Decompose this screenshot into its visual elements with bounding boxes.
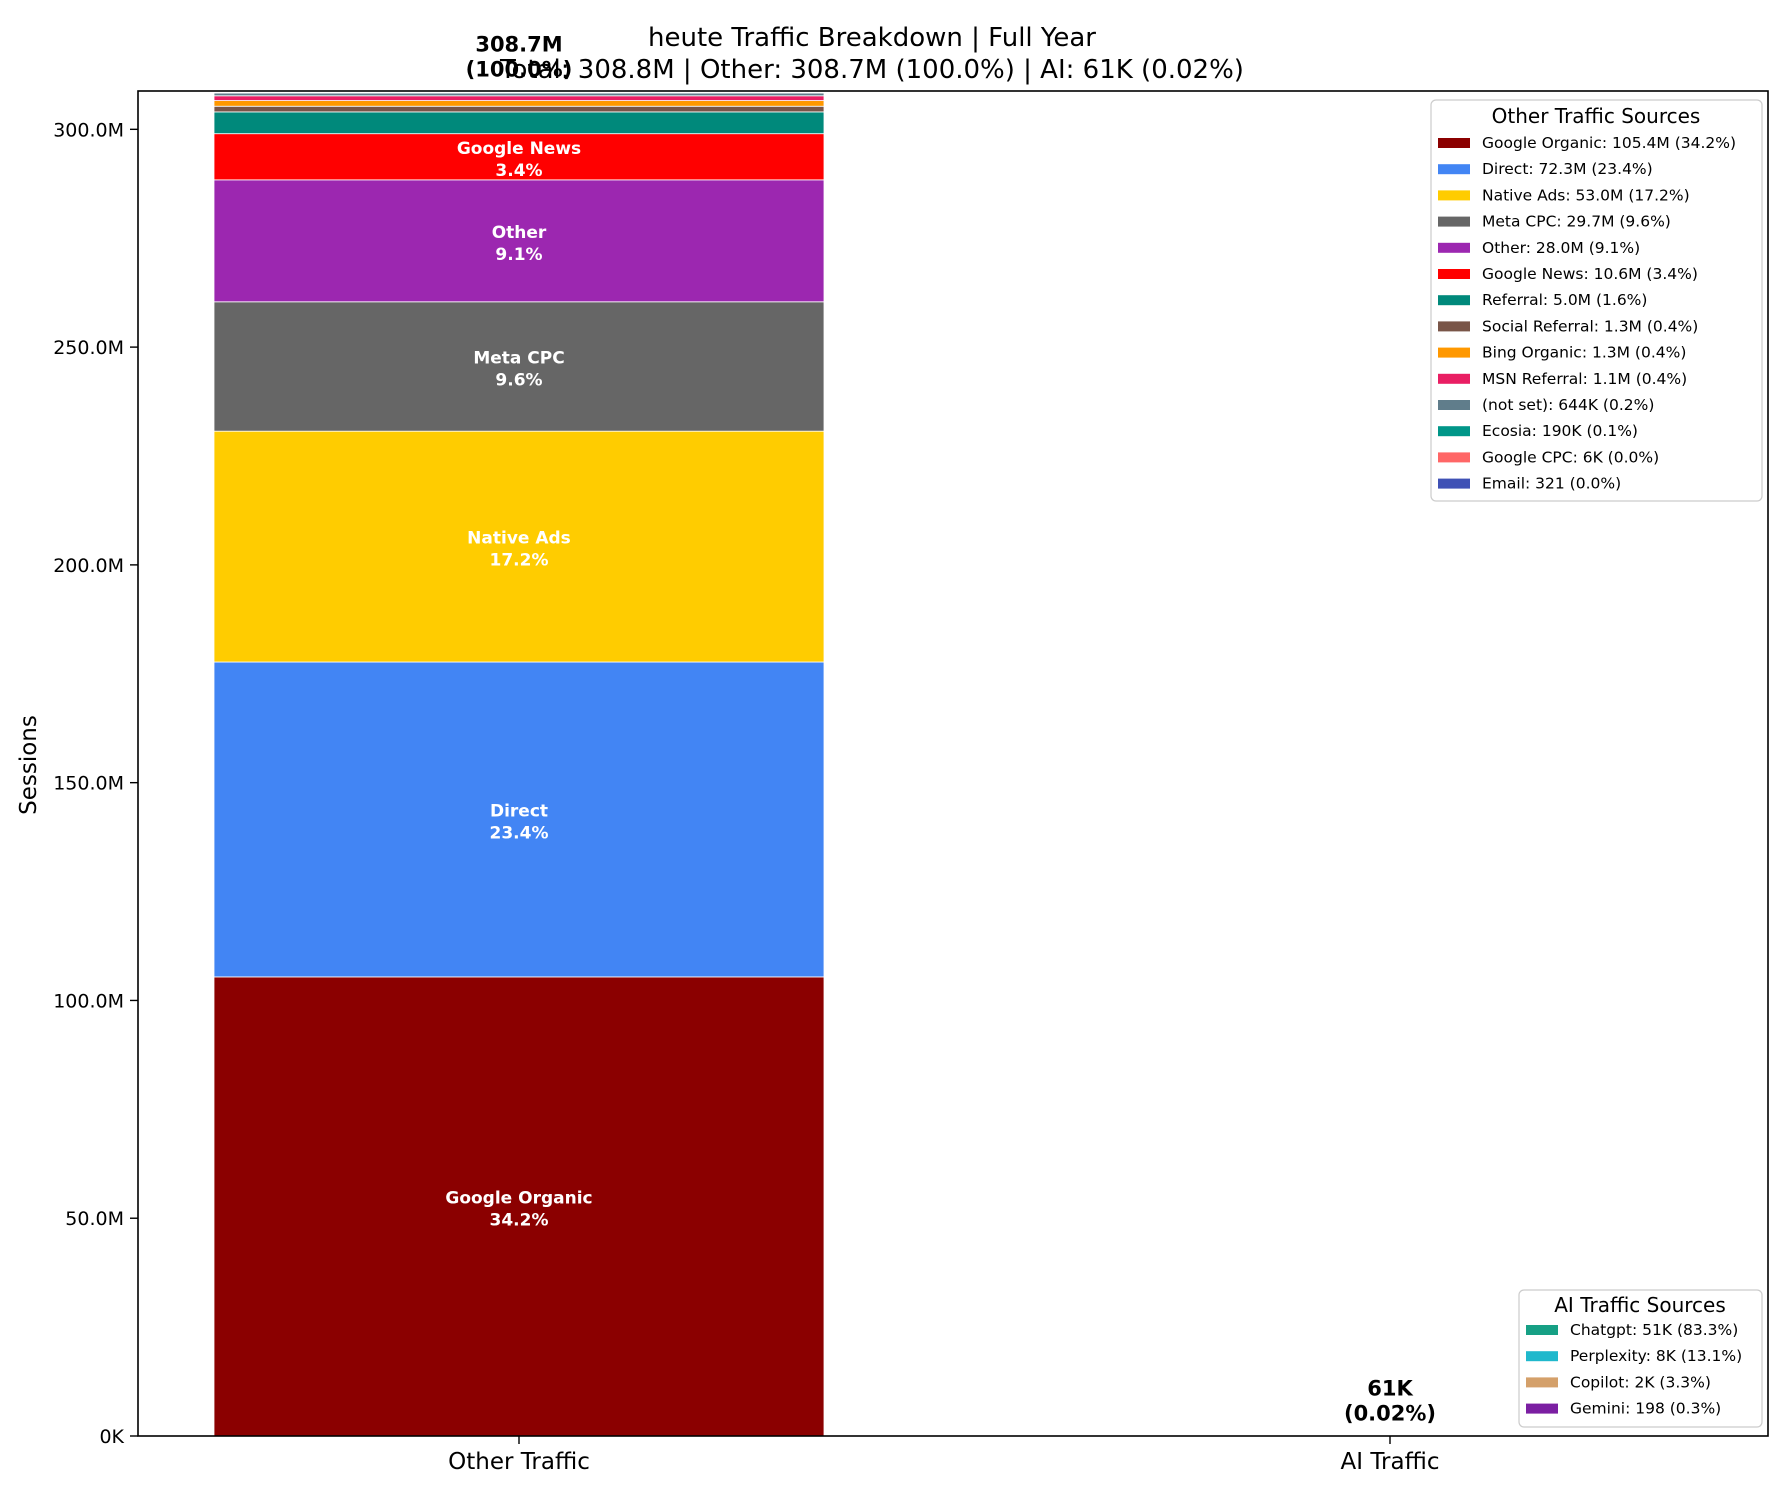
bar-segment-referral [213, 111, 825, 135]
legend-entry-not-set: (not set): 644K (0.2%) [1482, 396, 1654, 414]
legend-swatch-copilot [1526, 1377, 1558, 1388]
legend-entry-direct: Direct: 72.3M (23.4%) [1482, 160, 1653, 178]
legend-entry-gemini: Gemini: 198 (0.3%) [1570, 1400, 1721, 1418]
plot-frame [137, 90, 1769, 1437]
legend-swatch-google-organic [1438, 138, 1470, 148]
bar-label-other: Other [492, 223, 547, 243]
legend-swatch-bing-organic [1438, 347, 1470, 358]
bar-segment-msn-referral [213, 95, 825, 101]
legend-swatch-other [1438, 242, 1470, 253]
legend-entry-social-referral: Social Referral: 1.3M (0.4%) [1482, 317, 1698, 335]
legend-entry-google-organic: Google Organic: 105.4M (34.2%) [1482, 134, 1736, 152]
bar-total-share: (100.0%) [466, 57, 573, 81]
bar-pct-other: 9.1% [495, 245, 542, 265]
legend-swatch-meta-cpc [1438, 216, 1470, 227]
y-tick-label: 0K [99, 1426, 124, 1448]
legend-swatch-google-news [1438, 269, 1470, 279]
legend-entry-native-ads: Native Ads: 53.0M (17.2%) [1482, 186, 1690, 204]
bar-segment-google-organic [213, 976, 825, 1437]
legend-entry-referral: Referral: 5.0M (1.6%) [1482, 291, 1647, 309]
y-tick-label: 300.0M [53, 119, 124, 141]
legend-ai-title: AI Traffic Sources [1554, 1293, 1726, 1317]
y-tick-label: 200.0M [53, 555, 124, 577]
legend-entry-copilot: Copilot: 2K (3.3%) [1570, 1373, 1711, 1391]
bar-pct-google-organic: 34.2% [490, 1210, 549, 1230]
x-axis: Other Traffic AI Traffic [448, 1436, 1439, 1475]
y-tick-label: 250.0M [53, 337, 124, 359]
bar-segment-google-news [213, 133, 825, 181]
bar-label-direct: Direct [490, 801, 548, 821]
legend-entry-msn-referral: MSN Referral: 1.1M (0.4%) [1482, 370, 1687, 388]
legend-swatch-gemini [1526, 1403, 1558, 1414]
x-tick-label-ai-traffic: AI Traffic [1341, 1449, 1440, 1475]
bar-segment-social-referral [213, 105, 825, 113]
y-tick-label: 150.0M [53, 773, 124, 795]
legend-ai-sources: AI Traffic Sources Chatgpt: 51K (83.3%) P… [1518, 1289, 1763, 1428]
legend-entry-perplexity: Perplexity: 8K (13.1%) [1570, 1347, 1742, 1365]
legend-swatch-msn-referral [1438, 373, 1470, 384]
y-axis-label: Sessions [16, 715, 42, 815]
bar-pct-google-news: 3.4% [495, 161, 542, 181]
chart-title-line2: Total: 308.8M | Other: 308.7M (100.0%) |… [499, 55, 1244, 85]
legend-swatch-google-cpc [1438, 452, 1470, 463]
bar-segment-other [213, 179, 825, 303]
bar-segment-bing-organic [213, 100, 825, 107]
bar-segment-direct [213, 661, 825, 978]
legend-entry-google-cpc: Google CPC: 6K (0.0%) [1482, 448, 1659, 466]
x-tick-label-other-traffic: Other Traffic [448, 1449, 590, 1475]
chart-title-line1: heute Traffic Breakdown | Full Year [648, 23, 1096, 53]
bar-segment-meta-cpc [213, 301, 825, 432]
legend-entry-other: Other: 28.0M (9.1%) [1482, 239, 1640, 257]
legend-other-title: Other Traffic Sources [1492, 104, 1701, 128]
y-tick-label: 100.0M [53, 990, 124, 1012]
legend-swatch-chatgpt [1526, 1325, 1558, 1335]
legend-swatch-email [1438, 478, 1470, 489]
bar-pct-meta-cpc: 9.6% [495, 370, 542, 390]
y-axis: 0K 50.0M 100.0M 150.0M 200.0M 250.0M 300.0M [53, 119, 138, 1448]
legend-entry-ecosia: Ecosia: 190K (0.1%) [1482, 422, 1638, 440]
y-tick-label: 50.0M [65, 1208, 124, 1230]
legend-swatch-referral [1438, 295, 1470, 306]
legend-entry-email: Email: 321 (0.0%) [1482, 475, 1621, 493]
bar-label-native-ads: Native Ads [467, 529, 571, 549]
legend-entry-meta-cpc: Meta CPC: 29.7M (9.6%) [1482, 213, 1671, 231]
bar-segment-native-ads [213, 430, 825, 663]
legend-swatch-ecosia [1438, 426, 1470, 437]
bar-segment-not-set [213, 92, 825, 97]
bar-total-value: 61K [1367, 1377, 1413, 1401]
legend-swatch-native-ads [1438, 190, 1470, 201]
bar-pct-native-ads: 17.2% [490, 551, 549, 571]
legend-swatch-direct [1438, 164, 1470, 175]
legend-swatch-perplexity [1526, 1351, 1558, 1362]
bar-total-share: (0.02%) [1344, 1402, 1436, 1426]
legend-entry-google-news: Google News: 10.6M (3.4%) [1482, 265, 1698, 283]
bar-total-value: 308.7M [475, 32, 562, 56]
legend-other-sources: Other Traffic Sources Google Organic: 10… [1430, 99, 1763, 502]
bar-pct-direct: 23.4% [490, 823, 549, 843]
bar-label-google-news: Google News [457, 139, 581, 159]
bar-label-google-organic: Google Organic [445, 1188, 592, 1208]
bar-label-meta-cpc: Meta CPC [473, 348, 564, 368]
legend-swatch-not-set [1438, 400, 1470, 410]
bar-segment-email [213, 91, 825, 94]
legend-entry-bing-organic: Bing Organic: 1.3M (0.4%) [1482, 344, 1686, 362]
legend-entry-chatgpt: Chatgpt: 51K (83.3%) [1570, 1321, 1738, 1339]
legend-swatch-social-referral [1438, 321, 1470, 332]
